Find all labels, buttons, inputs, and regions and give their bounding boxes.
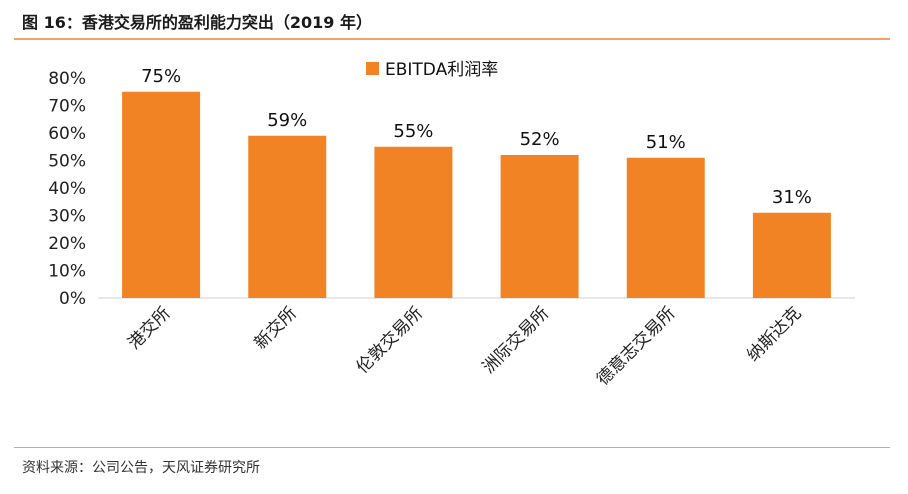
data-label: 31% [772, 187, 812, 208]
category-label: 新交所 [251, 303, 301, 353]
category-label: 纳斯达克 [743, 303, 805, 365]
category-labels: 港交所 新交所 伦敦交易所 洲际交易所 德意志交易所 纳斯达克 [124, 303, 805, 389]
top-divider [14, 38, 890, 40]
legend-swatch [366, 62, 379, 75]
y-tick-label: 20% [48, 234, 86, 254]
data-labels: 75% 59% 55% 52% 51% 31% [141, 66, 812, 208]
bottom-divider [14, 447, 890, 448]
y-tick-label: 60% [48, 124, 86, 144]
bar [500, 155, 579, 298]
bar [248, 135, 327, 298]
data-label: 75% [141, 66, 181, 87]
category-label: 伦敦交易所 [353, 303, 427, 377]
y-tick-label: 0% [59, 289, 86, 309]
y-tick-label: 40% [48, 179, 86, 199]
y-tick-label: 10% [48, 262, 86, 282]
y-tick-label: 80% [48, 69, 86, 89]
y-tick-label: 50% [48, 152, 86, 172]
figure-title: 图 16：香港交易所的盈利能力突出（2019 年） [22, 13, 372, 32]
category-label: 德意志交易所 [593, 303, 679, 389]
data-label: 51% [646, 132, 686, 153]
data-label: 55% [393, 121, 433, 142]
y-tick-label: 70% [48, 97, 86, 117]
bar [374, 146, 453, 298]
data-label: 52% [520, 129, 560, 150]
legend: EBITDA利润率 [366, 60, 498, 80]
data-label: 59% [267, 110, 307, 131]
y-tick-label: 30% [48, 207, 86, 227]
y-axis-ticks: 0% 10% 20% 30% 40% 50% 60% 70% 80% [48, 69, 86, 309]
bar [626, 157, 705, 298]
category-label: 洲际交易所 [479, 303, 553, 377]
bar [122, 91, 201, 298]
bar-chart: 0% 10% 20% 30% 40% 50% 60% 70% 80% 75% 59% 55% 52% 5… [48, 60, 855, 390]
bars [122, 91, 831, 298]
source-note: 资料来源：公司公告，天风证券研究所 [22, 460, 260, 476]
legend-label: EBITDA利润率 [385, 60, 498, 80]
bar [752, 212, 831, 298]
category-label: 港交所 [124, 303, 174, 353]
